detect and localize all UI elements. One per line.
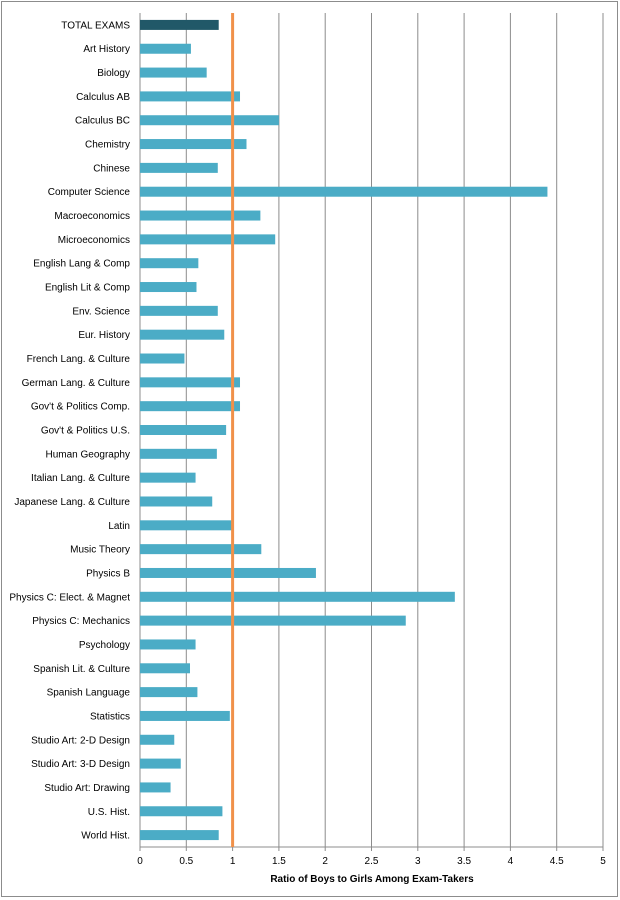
category-label: Microeconomics (58, 235, 130, 246)
x-tick-label: 4.5 (550, 856, 564, 867)
x-tick-label: 2 (322, 856, 328, 867)
x-tick-label: 2.5 (365, 856, 379, 867)
bar-french-lang-culture (140, 353, 185, 364)
bar-microeconomics (140, 234, 276, 245)
bar-studio-art-drawing (140, 782, 171, 793)
bar-german-lang-culture (140, 377, 241, 388)
bar-japanese-lang-culture (140, 496, 213, 507)
bar-art-history (140, 43, 191, 54)
category-label: TOTAL EXAMS (61, 20, 130, 31)
bar-u-s-hist (140, 806, 223, 817)
category-label: German Lang. & Culture (22, 378, 131, 389)
bar-english-lit-comp (140, 282, 197, 293)
bar-physics-b (140, 567, 316, 578)
x-tick-label: 1.5 (272, 856, 286, 867)
x-tick-label: 1 (230, 856, 236, 867)
bar-statistics (140, 710, 230, 721)
bar-studio-art-3-d-design (140, 758, 181, 769)
category-label: French Lang. & Culture (27, 354, 131, 365)
bar-physics-c-mechanics (140, 615, 406, 626)
bar-chinese (140, 162, 218, 173)
category-label: Env. Science (72, 306, 130, 317)
category-label: Gov't & Politics U.S. (41, 426, 130, 437)
category-label: Art History (83, 44, 130, 55)
category-label: Italian Lang. & Culture (31, 473, 130, 484)
category-label: Biology (97, 68, 130, 79)
category-label: Statistics (90, 711, 130, 722)
category-labels: TOTAL EXAMS Art History Biology Calculus AB… (9, 20, 130, 841)
category-label: Studio Art: 3-D Design (31, 759, 130, 770)
category-label: Latin (108, 521, 130, 532)
category-label: Human Geography (46, 449, 131, 460)
category-label: English Lit & Comp (45, 283, 130, 294)
category-label: Gov't & Politics Comp. (31, 402, 130, 413)
bar-psychology (140, 639, 196, 650)
category-label: Macroeconomics (54, 211, 130, 222)
bar-music-theory (140, 544, 262, 555)
bar-gov-t-politics-u-s (140, 425, 227, 435)
bar-spanish-lit-culture (140, 663, 191, 674)
bar-spanish-language (140, 687, 198, 698)
category-label: Physics B (86, 568, 130, 579)
gridlines (139, 13, 604, 851)
bars (140, 19, 548, 841)
bar-eur-history (140, 329, 225, 340)
x-tick-labels: 0 0.5 1 1.5 2 2.5 3 3.5 4 4.5 5 (137, 856, 606, 867)
category-label: English Lang & Comp (33, 259, 130, 270)
category-label: Spanish Lit. & Culture (33, 664, 130, 675)
bar-macroeconomics (140, 210, 261, 221)
category-label: Physics C: Mechanics (32, 616, 130, 627)
bar-gov-t-politics-comp (140, 401, 241, 412)
category-label: Psychology (79, 640, 130, 651)
category-label: Computer Science (48, 187, 131, 198)
category-label: Chinese (93, 163, 130, 174)
bar-total-exams (140, 19, 219, 30)
x-tick-label: 3 (415, 856, 421, 867)
bar-world-hist (140, 830, 219, 841)
bar-chemistry (140, 139, 247, 150)
bar-english-lang-comp (140, 258, 199, 269)
category-label: Calculus AB (76, 92, 130, 103)
category-label: Spanish Language (47, 688, 131, 699)
x-tick-label: 3.5 (457, 856, 471, 867)
bar-calculus-ab (140, 91, 241, 102)
category-label: World Hist. (81, 831, 130, 842)
category-label: Eur. History (78, 330, 130, 341)
category-label: Calculus BC (75, 116, 130, 127)
category-label: Music Theory (70, 545, 130, 556)
category-label: Studio Art: 2-D Design (31, 735, 130, 746)
category-label: Chemistry (85, 140, 130, 151)
x-tick-label: 4 (508, 856, 514, 867)
bar-biology (140, 67, 207, 78)
bar-computer-science (140, 186, 548, 197)
bar-env-science (140, 305, 218, 316)
category-label: U.S. Hist. (88, 807, 130, 818)
category-label: Physics C: Elect. & Magnet (9, 592, 130, 603)
bar-studio-art-2-d-design (140, 734, 175, 745)
x-tick-label: 0.5 (179, 856, 193, 867)
bar-physics-c-elect-magnet (140, 591, 455, 602)
x-axis-title: Ratio of Boys to Girls Among Exam-Takers (270, 874, 474, 885)
category-label: Studio Art: Drawing (44, 783, 130, 794)
x-tick-label: 0 (137, 856, 143, 867)
bar-human-geography (140, 448, 217, 459)
bar-italian-lang-culture (140, 472, 196, 483)
category-label: Japanese Lang. & Culture (14, 497, 130, 508)
bar-latin (140, 520, 233, 531)
x-tick-label: 5 (600, 856, 606, 867)
bar-calculus-bc (140, 115, 279, 126)
